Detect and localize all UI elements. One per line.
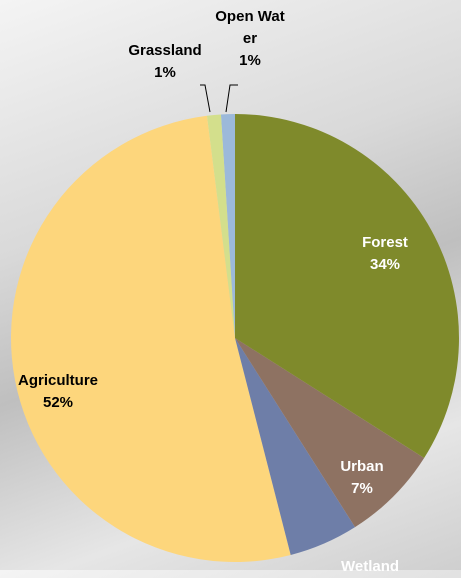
value-label: 7% <box>351 480 373 497</box>
category-label: Wetland <box>340 558 400 575</box>
pie-slice <box>235 338 425 528</box>
category-label: Urban <box>340 458 384 475</box>
category-label: Agriculture <box>18 372 99 389</box>
category-label: Open Water <box>215 8 285 47</box>
category-label: Grassland <box>128 42 202 59</box>
slice-label: Forest 34% <box>340 232 430 276</box>
slice-label: Agriculture 52% <box>18 370 98 414</box>
pie-slice <box>235 114 460 459</box>
value-label: 52% <box>42 394 74 411</box>
slice-label: Wetland <box>320 556 420 578</box>
category-label: Forest <box>362 234 408 251</box>
slice-label: Urban 7% <box>322 456 402 500</box>
slice-label: Open Water 1% <box>215 6 285 72</box>
value-label: 1% <box>154 64 176 81</box>
pie-slice <box>220 114 235 338</box>
value-label: 1% <box>239 52 261 69</box>
pie-slice <box>11 115 291 562</box>
slice-label: Grassland 1% <box>115 40 215 84</box>
leader-line <box>200 84 211 113</box>
value-label: 34% <box>369 256 401 273</box>
pie-slice <box>235 338 356 555</box>
pie-slice <box>206 114 235 338</box>
leader-line <box>225 84 238 113</box>
